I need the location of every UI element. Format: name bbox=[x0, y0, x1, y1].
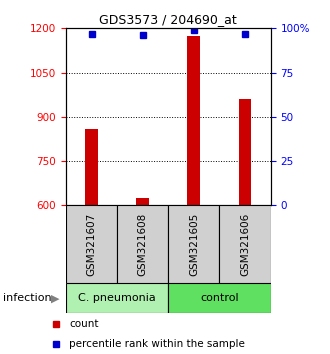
Bar bbox=[168, 283, 271, 313]
Text: C. pneumonia: C. pneumonia bbox=[78, 293, 156, 303]
Text: infection: infection bbox=[3, 293, 52, 303]
Bar bbox=[168, 205, 219, 283]
Bar bbox=[187, 36, 200, 205]
Bar bbox=[136, 198, 149, 205]
Bar bbox=[66, 205, 117, 283]
Bar bbox=[66, 283, 168, 313]
Title: GDS3573 / 204690_at: GDS3573 / 204690_at bbox=[99, 13, 237, 26]
Bar bbox=[85, 129, 98, 205]
Bar bbox=[117, 205, 168, 283]
Bar bbox=[219, 205, 271, 283]
Text: count: count bbox=[69, 319, 99, 329]
Text: percentile rank within the sample: percentile rank within the sample bbox=[69, 339, 245, 349]
Text: GSM321605: GSM321605 bbox=[189, 213, 199, 276]
Text: ▶: ▶ bbox=[51, 293, 60, 303]
Text: GSM321607: GSM321607 bbox=[86, 213, 97, 276]
Text: GSM321608: GSM321608 bbox=[138, 213, 148, 276]
Bar bbox=[239, 99, 251, 205]
Text: GSM321606: GSM321606 bbox=[240, 213, 250, 276]
Text: control: control bbox=[200, 293, 239, 303]
